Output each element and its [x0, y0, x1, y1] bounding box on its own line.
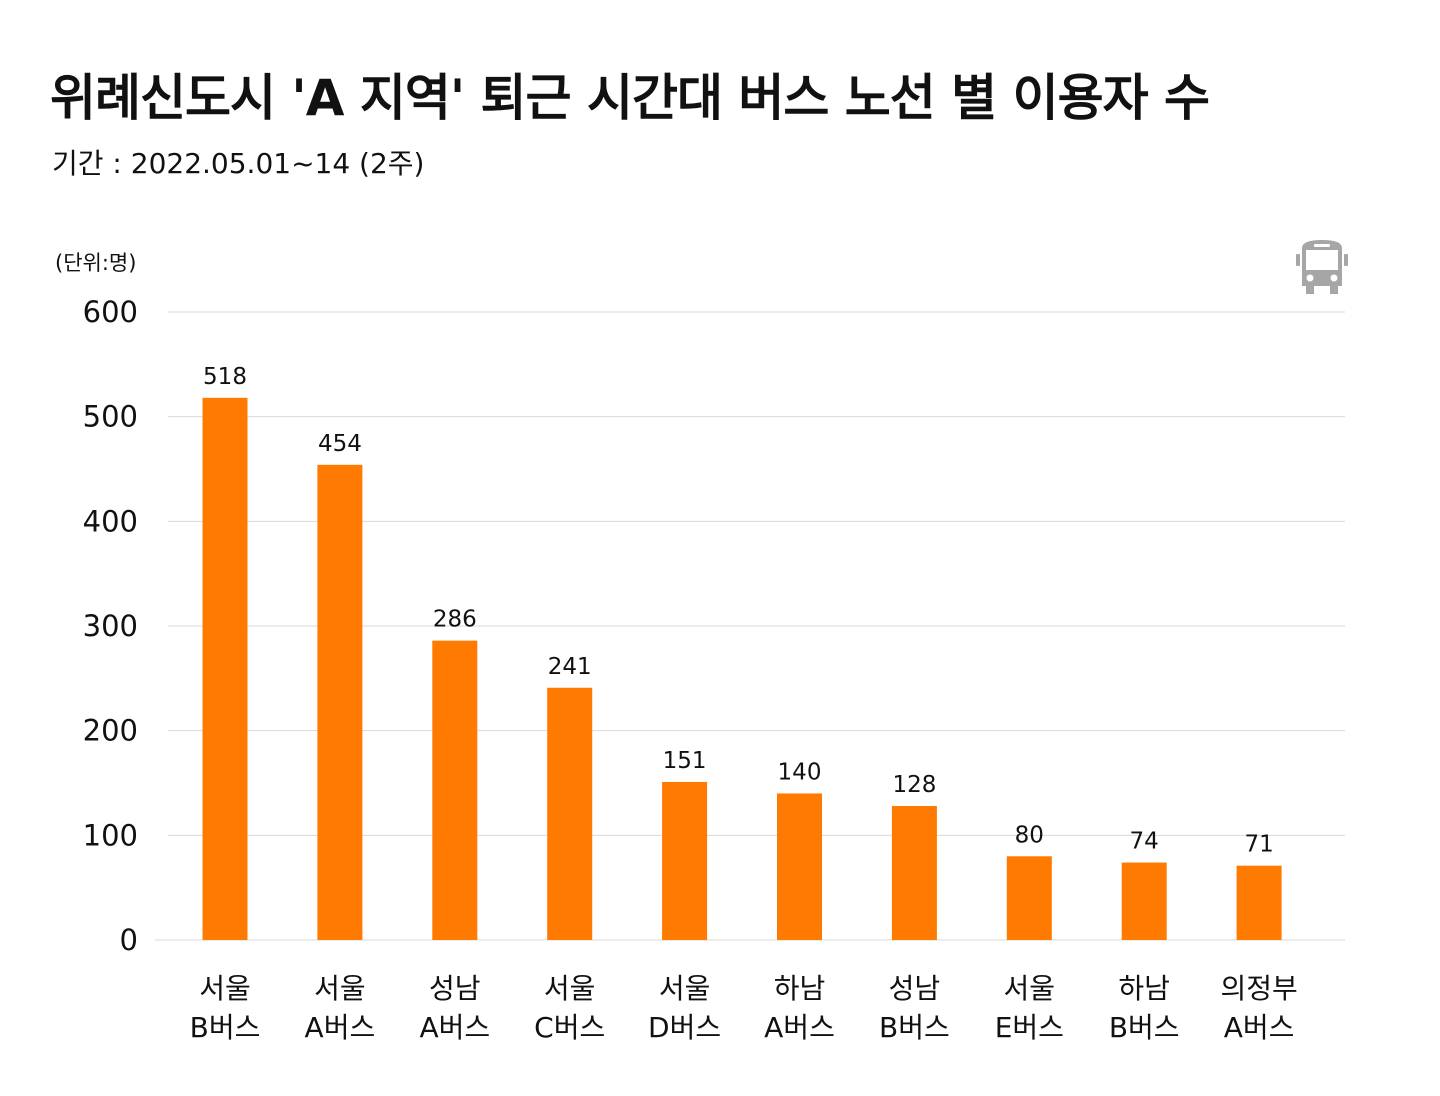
bus-icon [1296, 240, 1348, 294]
y-tick-label: 200 [83, 714, 138, 748]
x-tick-label: B버스 [190, 1011, 261, 1044]
data-label: 518 [203, 364, 247, 390]
x-tick-label: 서울 [199, 972, 251, 1005]
y-tick-label: 400 [83, 504, 138, 538]
y-tick-label: 300 [83, 609, 138, 643]
x-tick-label: 서울 [314, 972, 366, 1005]
bar [1121, 862, 1167, 940]
data-label: 74 [1130, 829, 1159, 855]
data-label: 454 [318, 431, 362, 457]
data-label: 128 [892, 772, 936, 798]
x-tick-label: A버스 [764, 1011, 835, 1044]
y-tick-label: 100 [83, 818, 138, 852]
bar [662, 781, 708, 940]
x-tick-label: 서울 [1004, 972, 1056, 1005]
x-tick-label: 하남 [1118, 972, 1170, 1005]
data-label: 140 [778, 759, 822, 785]
x-tick-label: A버스 [305, 1011, 376, 1044]
bar [891, 806, 937, 940]
data-label: 80 [1015, 822, 1044, 848]
x-tick-label: B버스 [879, 1011, 950, 1044]
x-tick-label: C버스 [534, 1011, 605, 1044]
x-tick-label: 성남 [889, 972, 941, 1005]
x-tick-label: 서울 [544, 972, 596, 1005]
x-tick-label: B버스 [1109, 1011, 1180, 1044]
x-tick-label: 서울 [659, 972, 711, 1005]
chart-subtitle: 기간 : 2022.05.01~14 (2주) [52, 147, 425, 180]
bar [777, 793, 822, 940]
bar [547, 687, 593, 940]
x-tick-label: 의정부 [1220, 972, 1297, 1005]
bar [202, 397, 248, 940]
chart-title: 위례신도시 'A 지역' 퇴근 시간대 버스 노선 별 이용자 수 [50, 69, 1210, 127]
x-tick-label: 성남 [429, 972, 481, 1005]
bar [432, 640, 478, 940]
data-label: 151 [663, 748, 707, 774]
y-tick-label: 600 [83, 295, 138, 329]
bar [317, 464, 363, 940]
data-label: 286 [433, 607, 477, 633]
bar [1236, 865, 1282, 940]
x-tick-label: A버스 [419, 1011, 490, 1044]
bar [1006, 856, 1052, 940]
unit-label: (단위:명) [55, 251, 137, 275]
x-tick-label: A버스 [1224, 1011, 1295, 1044]
data-label: 71 [1244, 832, 1273, 858]
data-label: 241 [548, 654, 592, 680]
x-tick-label: E버스 [995, 1011, 1064, 1044]
x-tick-label: D버스 [648, 1011, 721, 1044]
y-tick-label: 0 [120, 923, 138, 957]
x-tick-label: 하남 [774, 972, 826, 1005]
y-tick-label: 500 [83, 400, 138, 434]
